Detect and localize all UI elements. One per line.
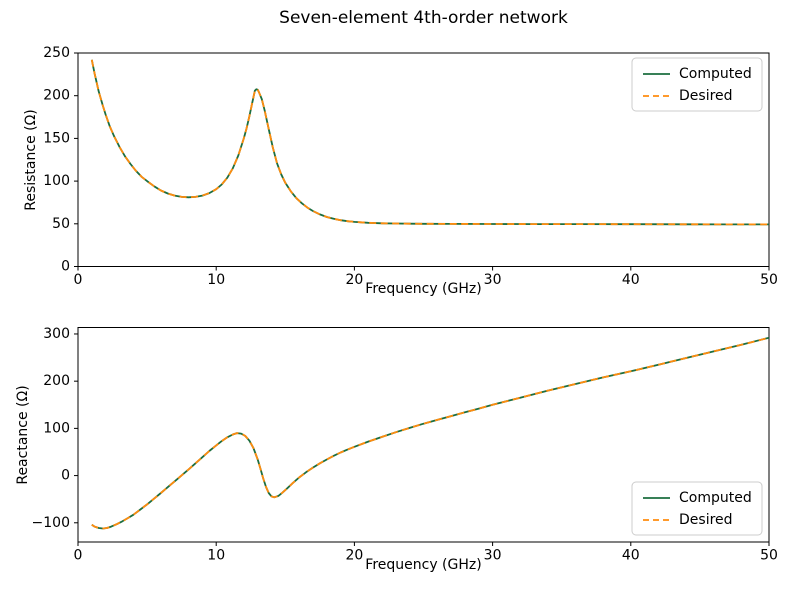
axes-frame <box>77 52 770 267</box>
x-tick-label: 50 <box>760 548 778 564</box>
y-tick-label: 150 <box>43 130 70 146</box>
x-tick-label: 50 <box>760 272 778 288</box>
y-tick-label: 50 <box>52 216 70 232</box>
y-tick-label: 200 <box>43 373 70 389</box>
x-tick-label: 30 <box>484 548 502 564</box>
y-tick-label: 100 <box>43 173 70 189</box>
y-tick-label: 250 <box>43 45 70 61</box>
reactance-axis-label: Reactance (Ω) <box>15 385 31 485</box>
legend: Computed Desired <box>631 57 763 112</box>
y-tick-label: 300 <box>43 326 70 342</box>
x-tick-label: 20 <box>345 272 363 288</box>
x-tick-label: 40 <box>622 548 640 564</box>
figure-title: Seven-element 4th-order network <box>279 8 568 28</box>
y-tick-label: 0 <box>61 468 70 484</box>
frequency-axis-label-bottom: Frequency (GHz) <box>365 557 482 573</box>
axes-frame <box>77 327 770 543</box>
legend-label-desired: Desired <box>679 88 733 104</box>
frequency-axis-label-top: Frequency (GHz) <box>365 281 482 297</box>
resistance-axes: 0 10 20 30 40 50 0 50 100 150 200 250 Computed Desire… <box>43 45 778 288</box>
x-tick-label: 10 <box>207 272 225 288</box>
desired-line <box>90 59 769 226</box>
legend-label-computed: Computed <box>679 490 752 506</box>
legend-label-desired: Desired <box>679 512 733 528</box>
reactance-axes: 0 10 20 30 40 50 −100 0 100 200 300 Computed Desired <box>32 326 778 564</box>
desired-line <box>91 336 770 530</box>
x-tick-label: 20 <box>345 548 363 564</box>
legend-label-computed: Computed <box>679 66 752 82</box>
legend-box <box>631 481 763 536</box>
legend-box <box>631 57 763 112</box>
x-tick-label: 0 <box>74 272 83 288</box>
y-tick-label: −100 <box>32 515 70 531</box>
x-tick-label: 0 <box>74 548 83 564</box>
y-tick-label: 200 <box>43 88 70 104</box>
x-tick-label: 40 <box>622 272 640 288</box>
x-tick-label: 10 <box>207 548 225 564</box>
resistance-axis-label: Resistance (Ω) <box>23 109 39 211</box>
y-tick-label: 0 <box>61 259 70 275</box>
y-tick-label: 100 <box>43 420 70 436</box>
legend: Computed Desired <box>631 481 763 536</box>
x-tick-label: 30 <box>484 272 502 288</box>
